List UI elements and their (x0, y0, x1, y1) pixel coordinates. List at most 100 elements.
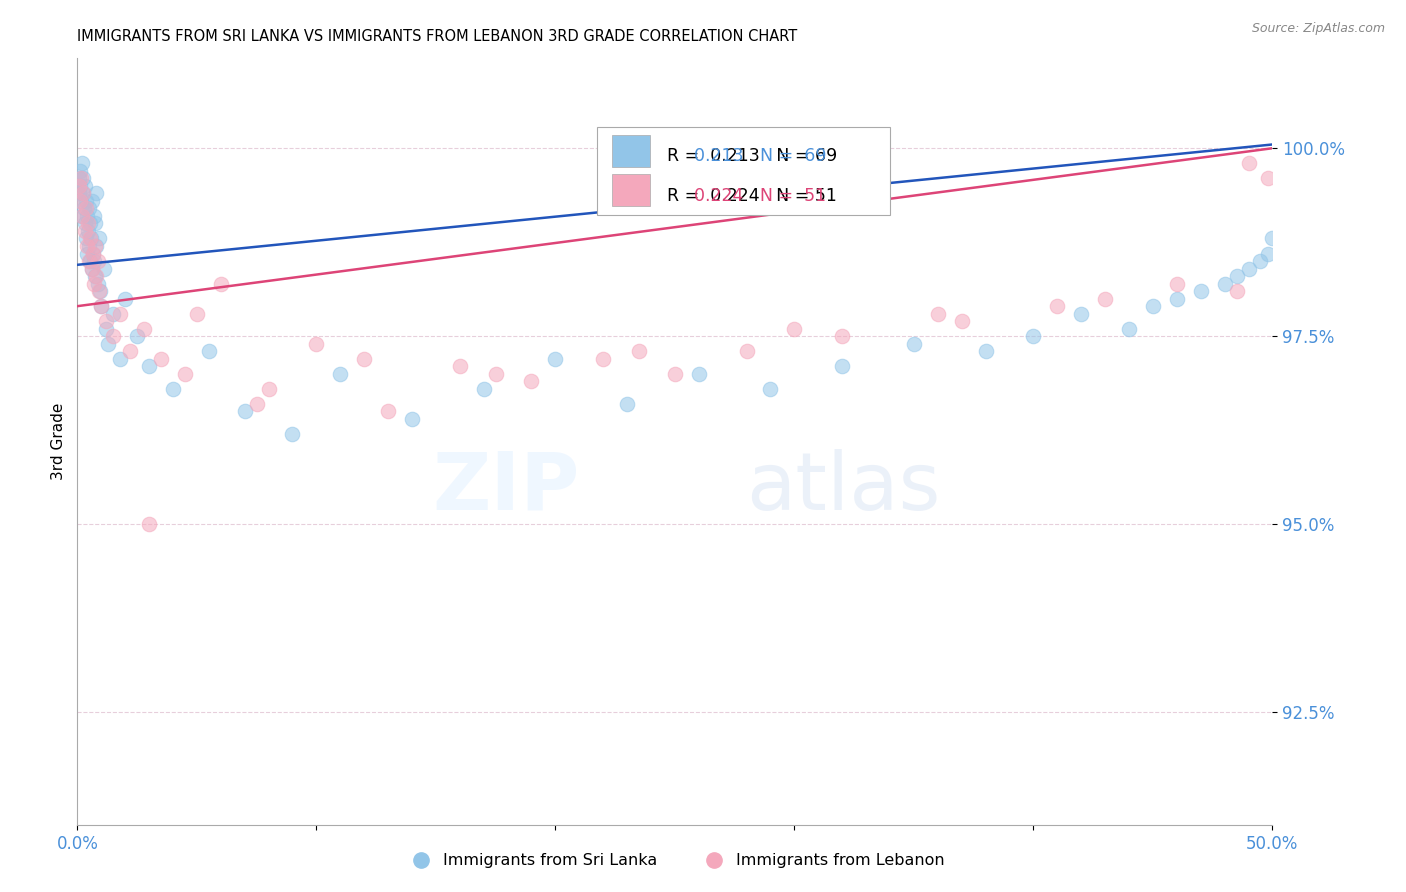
Point (1046, 299, 1069, 313)
Point (84, 239, 107, 253)
Point (94, 322, 117, 336)
Point (1070, 307, 1092, 321)
Point (72, 171, 94, 186)
Text: R =  0.213   N = 69: R = 0.213 N = 69 (666, 147, 837, 165)
Point (377, 404, 399, 418)
Point (134, 322, 156, 336)
Point (80, 231, 103, 245)
Point (86, 186, 108, 201)
Point (735, 344, 758, 359)
Point (449, 359, 471, 374)
Point (77, 239, 100, 253)
Point (86, 269, 108, 284)
Point (759, 382, 782, 396)
Point (75, 202, 97, 216)
Bar (612, 174, 650, 206)
Point (592, 351, 614, 366)
Point (1237, 156, 1260, 170)
Point (110, 351, 132, 366)
Point (80, 261, 103, 276)
Point (628, 344, 651, 359)
Point (83, 277, 105, 291)
Point (86, 277, 108, 291)
Point (84, 269, 107, 284)
Point (472, 382, 495, 396)
Point (67, 186, 90, 201)
Point (73, 224, 96, 238)
Point (69, 163, 91, 178)
Point (79, 254, 101, 268)
Point (281, 427, 304, 442)
Point (1261, 231, 1284, 245)
Legend: Immigrants from Sri Lanka, Immigrants from Lebanon: Immigrants from Sri Lanka, Immigrants fr… (399, 847, 950, 875)
Point (79, 216, 101, 230)
Text: atlas: atlas (747, 449, 941, 526)
Point (1226, 269, 1249, 284)
Point (257, 382, 280, 396)
Point (616, 397, 638, 411)
Point (77, 216, 100, 230)
Point (1237, 261, 1260, 276)
Point (89, 284, 111, 298)
Point (401, 412, 423, 426)
Point (831, 359, 853, 374)
Point (1118, 322, 1140, 336)
Point (77, 224, 100, 238)
Point (73, 202, 96, 216)
Point (87, 284, 110, 298)
Point (67, 171, 90, 186)
Point (186, 307, 208, 321)
Point (1257, 246, 1279, 260)
Point (162, 382, 184, 396)
Point (485, 367, 508, 381)
Point (520, 375, 543, 389)
Point (197, 344, 219, 359)
Point (209, 277, 232, 291)
Point (118, 344, 141, 359)
Point (79, 254, 101, 268)
Point (80, 194, 103, 208)
Point (79, 202, 101, 216)
Text: Source: ZipAtlas.com: Source: ZipAtlas.com (1251, 22, 1385, 36)
Point (72, 186, 94, 201)
Point (927, 307, 949, 321)
Point (1226, 284, 1249, 298)
Point (1022, 329, 1045, 343)
Point (974, 344, 997, 359)
Point (150, 351, 173, 366)
Point (1250, 254, 1272, 268)
Point (1257, 171, 1279, 186)
Point (70, 156, 93, 170)
Point (72, 186, 94, 201)
Point (87, 231, 110, 245)
Point (1094, 292, 1116, 306)
Point (138, 517, 160, 532)
Point (75, 194, 97, 208)
Point (1189, 284, 1212, 298)
Point (688, 367, 710, 381)
Point (329, 367, 352, 381)
Point (783, 322, 806, 336)
Point (114, 292, 136, 306)
Point (73, 216, 96, 230)
Y-axis label: 3rd Grade: 3rd Grade (51, 403, 66, 480)
Point (950, 314, 973, 328)
Point (83, 254, 105, 268)
Point (103, 307, 124, 321)
Point (84, 239, 107, 253)
Point (353, 351, 375, 366)
Point (831, 329, 853, 343)
Point (1166, 292, 1188, 306)
Point (544, 351, 567, 366)
Point (82, 246, 104, 260)
Point (90, 299, 112, 313)
Point (70, 209, 93, 223)
Text: R =  0.224   N = 51: R = 0.224 N = 51 (666, 187, 837, 205)
Point (69, 178, 91, 193)
Point (93, 261, 115, 276)
Point (86, 254, 108, 268)
Point (127, 329, 149, 343)
Point (233, 404, 256, 418)
Bar (612, 135, 650, 167)
Point (70, 194, 93, 208)
